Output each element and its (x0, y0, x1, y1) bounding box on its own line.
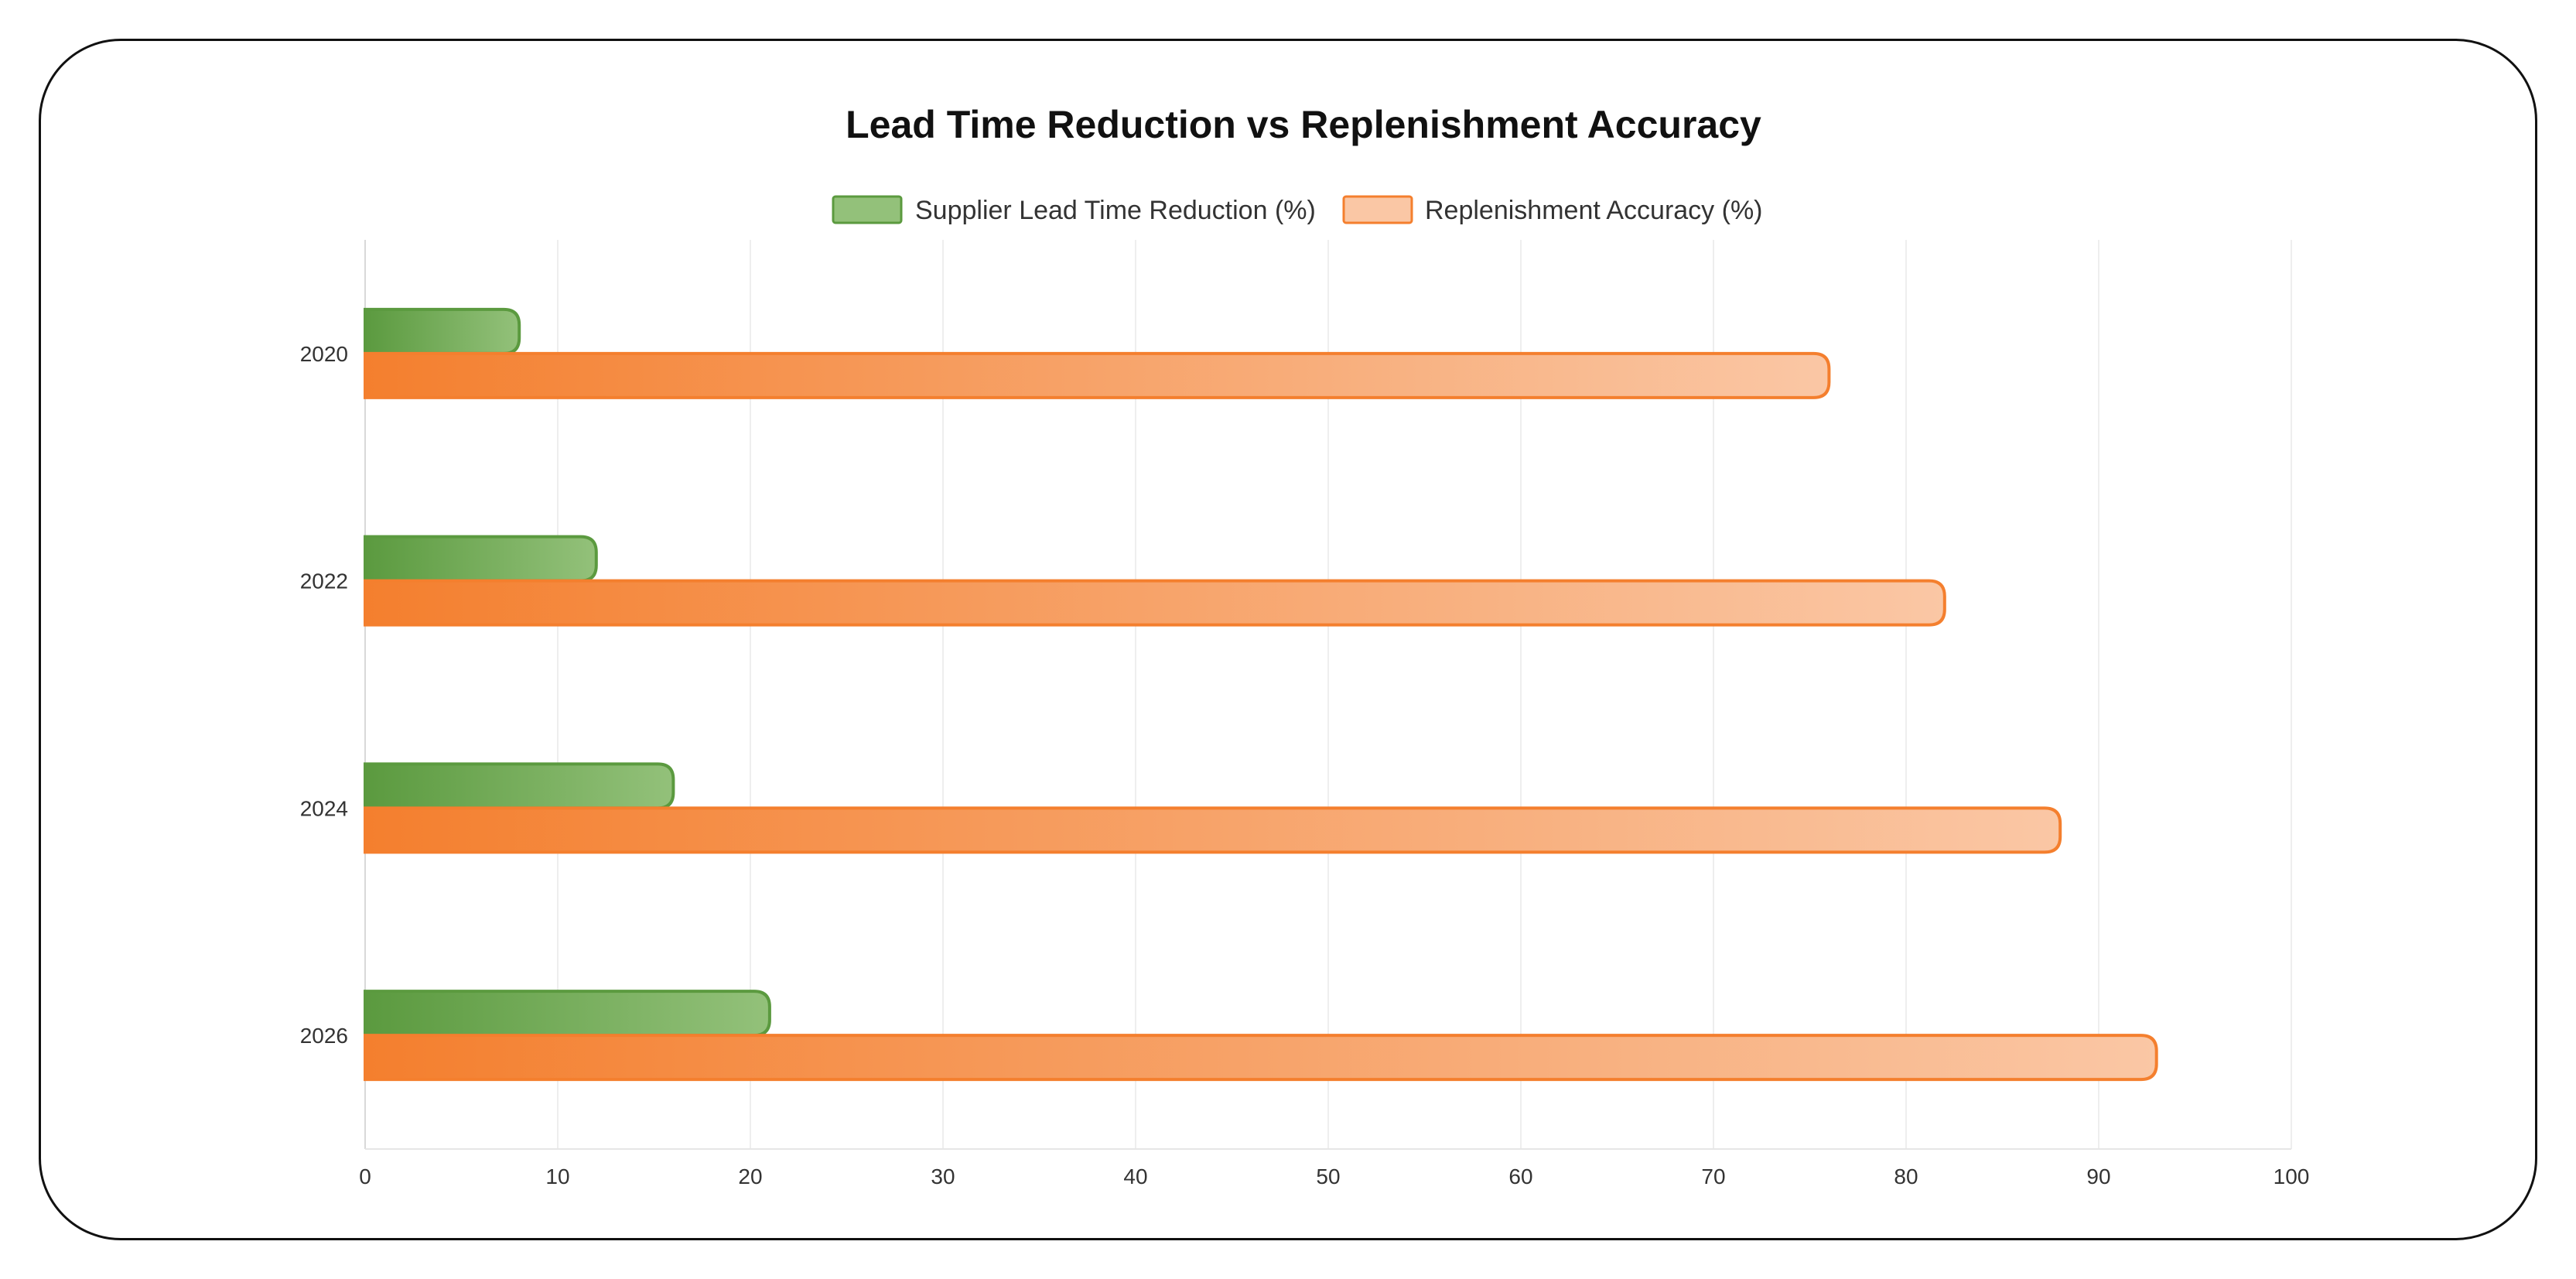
legend-item-replenishment-accuracy[interactable]: Replenishment Accuracy (%) (1342, 195, 1763, 225)
x-tick-label: 90 (2086, 1164, 2110, 1188)
x-tick-label: 50 (1316, 1164, 1340, 1188)
legend-label-supplier-lead-time: Supplier Lead Time Reduction (%) (915, 196, 1316, 225)
bar-supplier-lead-time-2026[interactable] (364, 990, 771, 1038)
y-tick-label: 2024 (300, 796, 348, 820)
y-tick-label: 2026 (300, 1024, 348, 1048)
bar-replenishment-accuracy-2022[interactable] (364, 579, 1946, 627)
bar-replenishment-accuracy-2026[interactable] (364, 1034, 2158, 1082)
x-tick-label: 60 (1508, 1164, 1532, 1188)
legend-label-replenishment-accuracy: Replenishment Accuracy (%) (1425, 196, 1763, 225)
bar-replenishment-accuracy-2024[interactable] (364, 806, 2062, 854)
x-tick-label: 80 (1894, 1164, 1918, 1188)
x-tick-label: 100 (2274, 1164, 2310, 1188)
y-tick-label: 2022 (300, 569, 348, 593)
bar-supplier-lead-time-2020[interactable] (364, 307, 521, 355)
legend-swatch-supplier-lead-time (832, 195, 903, 224)
y-tick-labels: 2020 2022 2024 2026 (300, 342, 348, 1048)
x-tick-label: 30 (931, 1164, 955, 1188)
x-tick-label: 10 (545, 1164, 569, 1188)
x-tick-label: 0 (359, 1164, 371, 1188)
legend: Supplier Lead Time Reduction (%) Repleni… (832, 195, 1763, 225)
bar-supplier-lead-time-2022[interactable] (364, 535, 598, 583)
y-tick-label: 2020 (300, 342, 348, 366)
x-tick-label: 70 (1701, 1164, 1725, 1188)
bars (364, 307, 2158, 1082)
x-tick-label: 40 (1123, 1164, 1147, 1188)
x-tick-labels: 0 10 20 30 40 50 60 70 80 90 100 (359, 1164, 2309, 1188)
legend-swatch-replenishment-accuracy (1342, 195, 1413, 224)
chart-title: Lead Time Reduction vs Replenishment Acc… (846, 103, 1761, 146)
x-tick-label: 20 (738, 1164, 762, 1188)
legend-item-supplier-lead-time[interactable]: Supplier Lead Time Reduction (%) (832, 195, 1316, 225)
bar-supplier-lead-time-2024[interactable] (364, 762, 675, 810)
bar-replenishment-accuracy-2020[interactable] (364, 351, 1831, 399)
